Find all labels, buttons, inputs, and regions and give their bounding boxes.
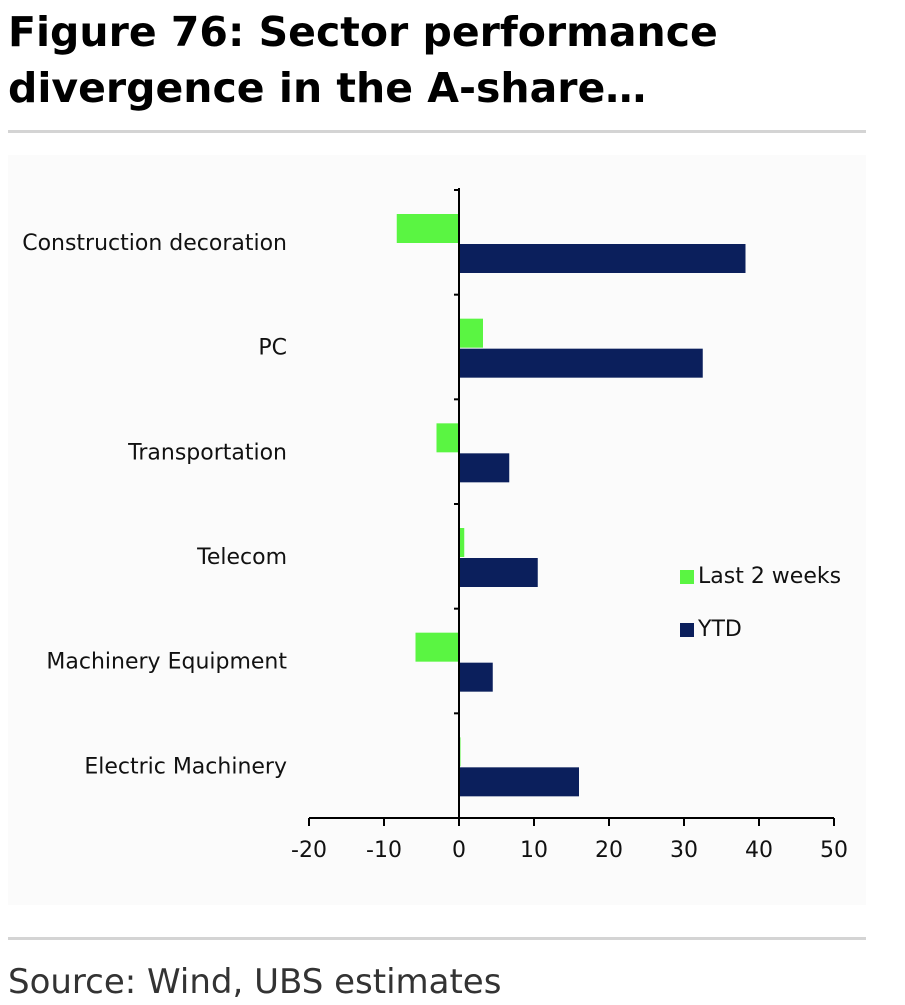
- legend-label-ytd: YTD: [697, 617, 742, 642]
- legend-swatch-ytd: [680, 623, 694, 637]
- legend-swatch-last-2-weeks: [680, 570, 694, 584]
- axes-group: [308, 188, 835, 826]
- bar-chart: Construction decoration PC Transportation T…: [22, 188, 848, 863]
- x-tick-label: 40: [745, 838, 773, 863]
- legend-label-last-2-weeks: Last 2 weeks: [698, 564, 841, 589]
- bar-last-2-weeks-pc: [459, 318, 483, 348]
- category-label-machinery-equipment: Machinery Equipment: [46, 650, 287, 675]
- bars-group: [396, 214, 746, 797]
- x-tick-label: 50: [820, 838, 848, 863]
- x-tick-label: -10: [366, 838, 402, 863]
- bar-last-2-weeks-construction-decoration: [396, 214, 459, 243]
- bar-ytd-transportation: [459, 453, 510, 483]
- bar-last-2-weeks-machinery-equipment: [415, 632, 459, 662]
- bar-ytd-machinery-equipment: [459, 662, 493, 692]
- bar-ytd-electric-machinery: [459, 767, 579, 797]
- category-label-electric-machinery: Electric Machinery: [84, 754, 287, 779]
- bar-ytd-telecom: [459, 558, 538, 587]
- legend: Last 2 weeks YTD: [680, 564, 841, 642]
- chart-area: [8, 155, 866, 905]
- bottom-divider: [8, 937, 866, 940]
- x-tick-label: -20: [291, 838, 327, 863]
- category-label-construction-decoration: Construction decoration: [22, 231, 287, 256]
- x-tick-label: 30: [670, 838, 698, 863]
- x-tick-label: 20: [595, 838, 623, 863]
- bar-ytd-pc: [459, 348, 703, 378]
- category-label-pc: PC: [258, 336, 287, 361]
- bar-ytd-construction-decoration: [459, 244, 746, 273]
- category-label-telecom: Telecom: [196, 545, 287, 570]
- labels-group: Construction decoration PC Transportation T…: [22, 231, 848, 863]
- top-divider: [8, 130, 866, 133]
- bar-last-2-weeks-telecom: [459, 528, 465, 557]
- source-note: Source: Wind, UBS estimates: [8, 962, 502, 1002]
- x-tick-label: 0: [452, 838, 466, 863]
- category-label-transportation: Transportation: [127, 440, 287, 465]
- bar-last-2-weeks-transportation: [436, 423, 459, 453]
- figure-title: Figure 76: Sector performance divergence…: [8, 8, 718, 112]
- x-tick-label: 10: [520, 838, 548, 863]
